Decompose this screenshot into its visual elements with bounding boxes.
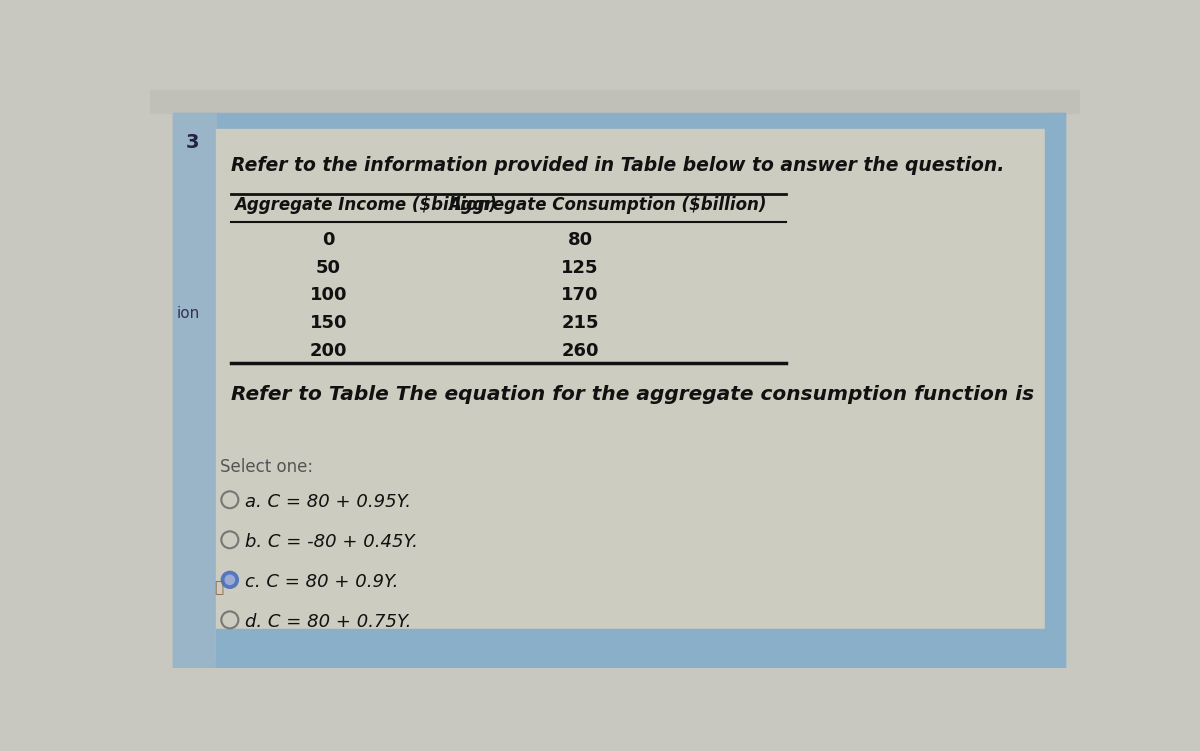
Text: b. C = -80 + 0.45Y.: b. C = -80 + 0.45Y. (245, 533, 418, 551)
Text: 150: 150 (310, 314, 347, 332)
Bar (173, 113, 216, 668)
Text: Refer to Table The equation for the aggregate consumption function is: Refer to Table The equation for the aggr… (232, 385, 1034, 404)
Text: ion: ion (178, 306, 200, 321)
Text: 0: 0 (322, 231, 335, 249)
Text: 100: 100 (310, 286, 347, 304)
Text: Aggregate Income ($billion): Aggregate Income ($billion) (234, 196, 497, 214)
Text: 260: 260 (562, 342, 599, 360)
Text: 50: 50 (316, 258, 341, 276)
Text: Select one:: Select one: (220, 458, 313, 476)
Text: d. C = 80 + 0.75Y.: d. C = 80 + 0.75Y. (245, 613, 410, 631)
Text: 170: 170 (562, 286, 599, 304)
Text: 3: 3 (186, 133, 199, 152)
Circle shape (221, 572, 239, 588)
Bar (1045, 113, 1064, 668)
Text: c. C = 80 + 0.9Y.: c. C = 80 + 0.9Y. (245, 573, 398, 591)
Text: 200: 200 (310, 342, 347, 360)
Text: ✋: ✋ (215, 580, 223, 595)
Text: Refer to the information provided in Table below to answer the question.: Refer to the information provided in Tab… (232, 155, 1004, 174)
Text: Aggregate Consumption ($billion): Aggregate Consumption ($billion) (448, 196, 767, 214)
Bar (150, 90, 1080, 113)
Text: 215: 215 (562, 314, 599, 332)
Bar (216, 629, 1045, 668)
Circle shape (226, 575, 234, 584)
Text: a. C = 80 + 0.95Y.: a. C = 80 + 0.95Y. (245, 493, 410, 511)
Text: 80: 80 (568, 231, 593, 249)
Text: 125: 125 (562, 258, 599, 276)
